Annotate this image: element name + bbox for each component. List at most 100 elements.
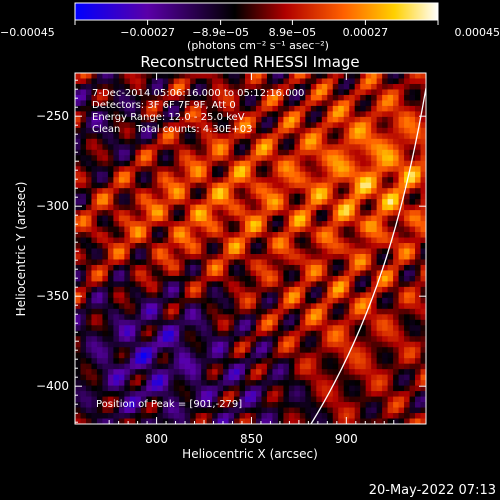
heatmap-cell xyxy=(255,122,262,129)
heatmap-cell xyxy=(129,418,136,424)
heatmap-cell xyxy=(365,122,372,129)
heatmap-cell xyxy=(360,369,367,376)
heatmap-cell xyxy=(118,264,125,271)
heatmap-cell xyxy=(162,303,169,310)
heatmap-cell xyxy=(272,281,279,288)
heatmap-cell xyxy=(288,177,295,184)
heatmap-cell xyxy=(168,144,175,151)
heatmap-cell xyxy=(85,78,92,85)
heatmap-cell xyxy=(393,358,399,365)
heatmap-cell xyxy=(393,297,399,304)
heatmap-cell xyxy=(179,385,186,392)
heatmap-cell xyxy=(332,418,339,424)
heatmap-cell xyxy=(316,199,323,206)
heatmap-cell xyxy=(157,352,164,359)
heatmap-cell xyxy=(277,358,284,365)
heatmap-cell xyxy=(96,127,103,134)
heatmap-cell xyxy=(250,347,257,354)
heatmap-cell xyxy=(371,127,378,134)
heatmap-cell xyxy=(360,166,367,173)
heatmap-cell xyxy=(310,127,317,134)
heatmap-cell xyxy=(360,232,367,238)
heatmap-cell xyxy=(310,358,317,365)
heatmap-cell xyxy=(124,210,131,216)
heatmap-cell xyxy=(305,264,312,271)
heatmap-cell xyxy=(321,341,328,348)
heatmap-cell xyxy=(118,133,125,140)
heatmap-cell xyxy=(420,363,426,370)
heatmap-cell xyxy=(404,105,410,112)
heatmap-cell xyxy=(376,270,383,277)
heatmap-cell xyxy=(255,319,262,326)
heatmap-cell xyxy=(349,402,356,408)
heatmap-cell xyxy=(398,330,405,337)
heatmap-cell xyxy=(75,89,81,96)
heatmap-cell xyxy=(387,303,394,310)
heatmap-cell xyxy=(343,341,350,348)
heatmap-cell xyxy=(212,83,218,90)
heatmap-cell xyxy=(294,385,301,392)
heatmap-cell xyxy=(195,160,202,167)
heatmap-cell xyxy=(234,407,240,414)
heatmap-cell xyxy=(288,347,295,354)
heatmap-cell xyxy=(321,418,328,424)
heatmap-cell xyxy=(96,281,103,288)
heatmap-cell xyxy=(212,336,218,343)
heatmap-cell xyxy=(371,193,378,200)
heatmap-cell xyxy=(288,413,295,419)
heatmap-cell xyxy=(261,308,268,315)
heatmap-cell xyxy=(80,374,87,381)
heatmap-cell xyxy=(283,83,290,90)
heatmap-cell xyxy=(234,100,240,107)
heatmap-cell xyxy=(316,253,323,260)
heatmap-cell xyxy=(234,237,240,244)
heatmap-cell xyxy=(332,138,339,145)
heatmap-cell xyxy=(354,336,361,343)
heatmap-cell xyxy=(107,319,114,326)
heatmap-cell xyxy=(206,89,213,96)
heatmap-cell xyxy=(409,292,416,299)
heatmap-cell xyxy=(234,78,240,85)
heatmap-cell xyxy=(316,166,323,173)
heatmap-cell xyxy=(151,122,158,129)
heatmap-cell xyxy=(387,407,394,414)
heatmap-cell xyxy=(398,243,405,249)
heatmap-cell xyxy=(168,281,175,288)
heatmap-cell xyxy=(239,385,246,392)
heatmap-cell xyxy=(168,171,175,178)
heatmap-cell xyxy=(184,253,191,260)
heatmap-cell xyxy=(91,116,98,123)
heatmap-cell xyxy=(184,221,191,227)
heatmap-cell xyxy=(140,83,147,90)
heatmap-cell xyxy=(255,336,262,343)
heatmap-cell xyxy=(376,243,383,249)
heatmap-cell xyxy=(201,127,208,134)
heatmap-cell xyxy=(173,204,180,211)
heatmap-cell xyxy=(409,138,416,145)
heatmap-cell xyxy=(162,330,169,337)
heatmap-cell xyxy=(404,352,410,359)
heatmap-cell xyxy=(184,133,191,140)
heatmap-cell xyxy=(398,391,405,397)
heatmap-cell xyxy=(283,133,290,140)
heatmap-cell xyxy=(261,210,268,216)
heatmap-cell xyxy=(173,297,180,304)
heatmap-cell xyxy=(272,105,279,112)
heatmap-cell xyxy=(96,193,103,200)
heatmap-cell xyxy=(195,116,202,123)
heatmap-cell xyxy=(80,243,87,249)
heatmap-cell xyxy=(140,407,147,414)
heatmap-cell xyxy=(420,281,426,288)
heatmap-cell xyxy=(387,155,394,162)
heatmap-cell xyxy=(168,270,175,277)
heatmap-cell xyxy=(415,336,421,343)
heatmap-cell xyxy=(118,171,125,178)
heatmap-cell xyxy=(217,385,224,392)
heatmap-cell xyxy=(404,358,410,365)
heatmap-cell xyxy=(398,171,405,178)
heatmap-cell xyxy=(288,407,295,414)
heatmap-cell xyxy=(234,210,240,216)
heatmap-cell xyxy=(151,286,158,293)
heatmap-cell xyxy=(80,210,87,216)
heatmap-cell xyxy=(398,259,405,266)
